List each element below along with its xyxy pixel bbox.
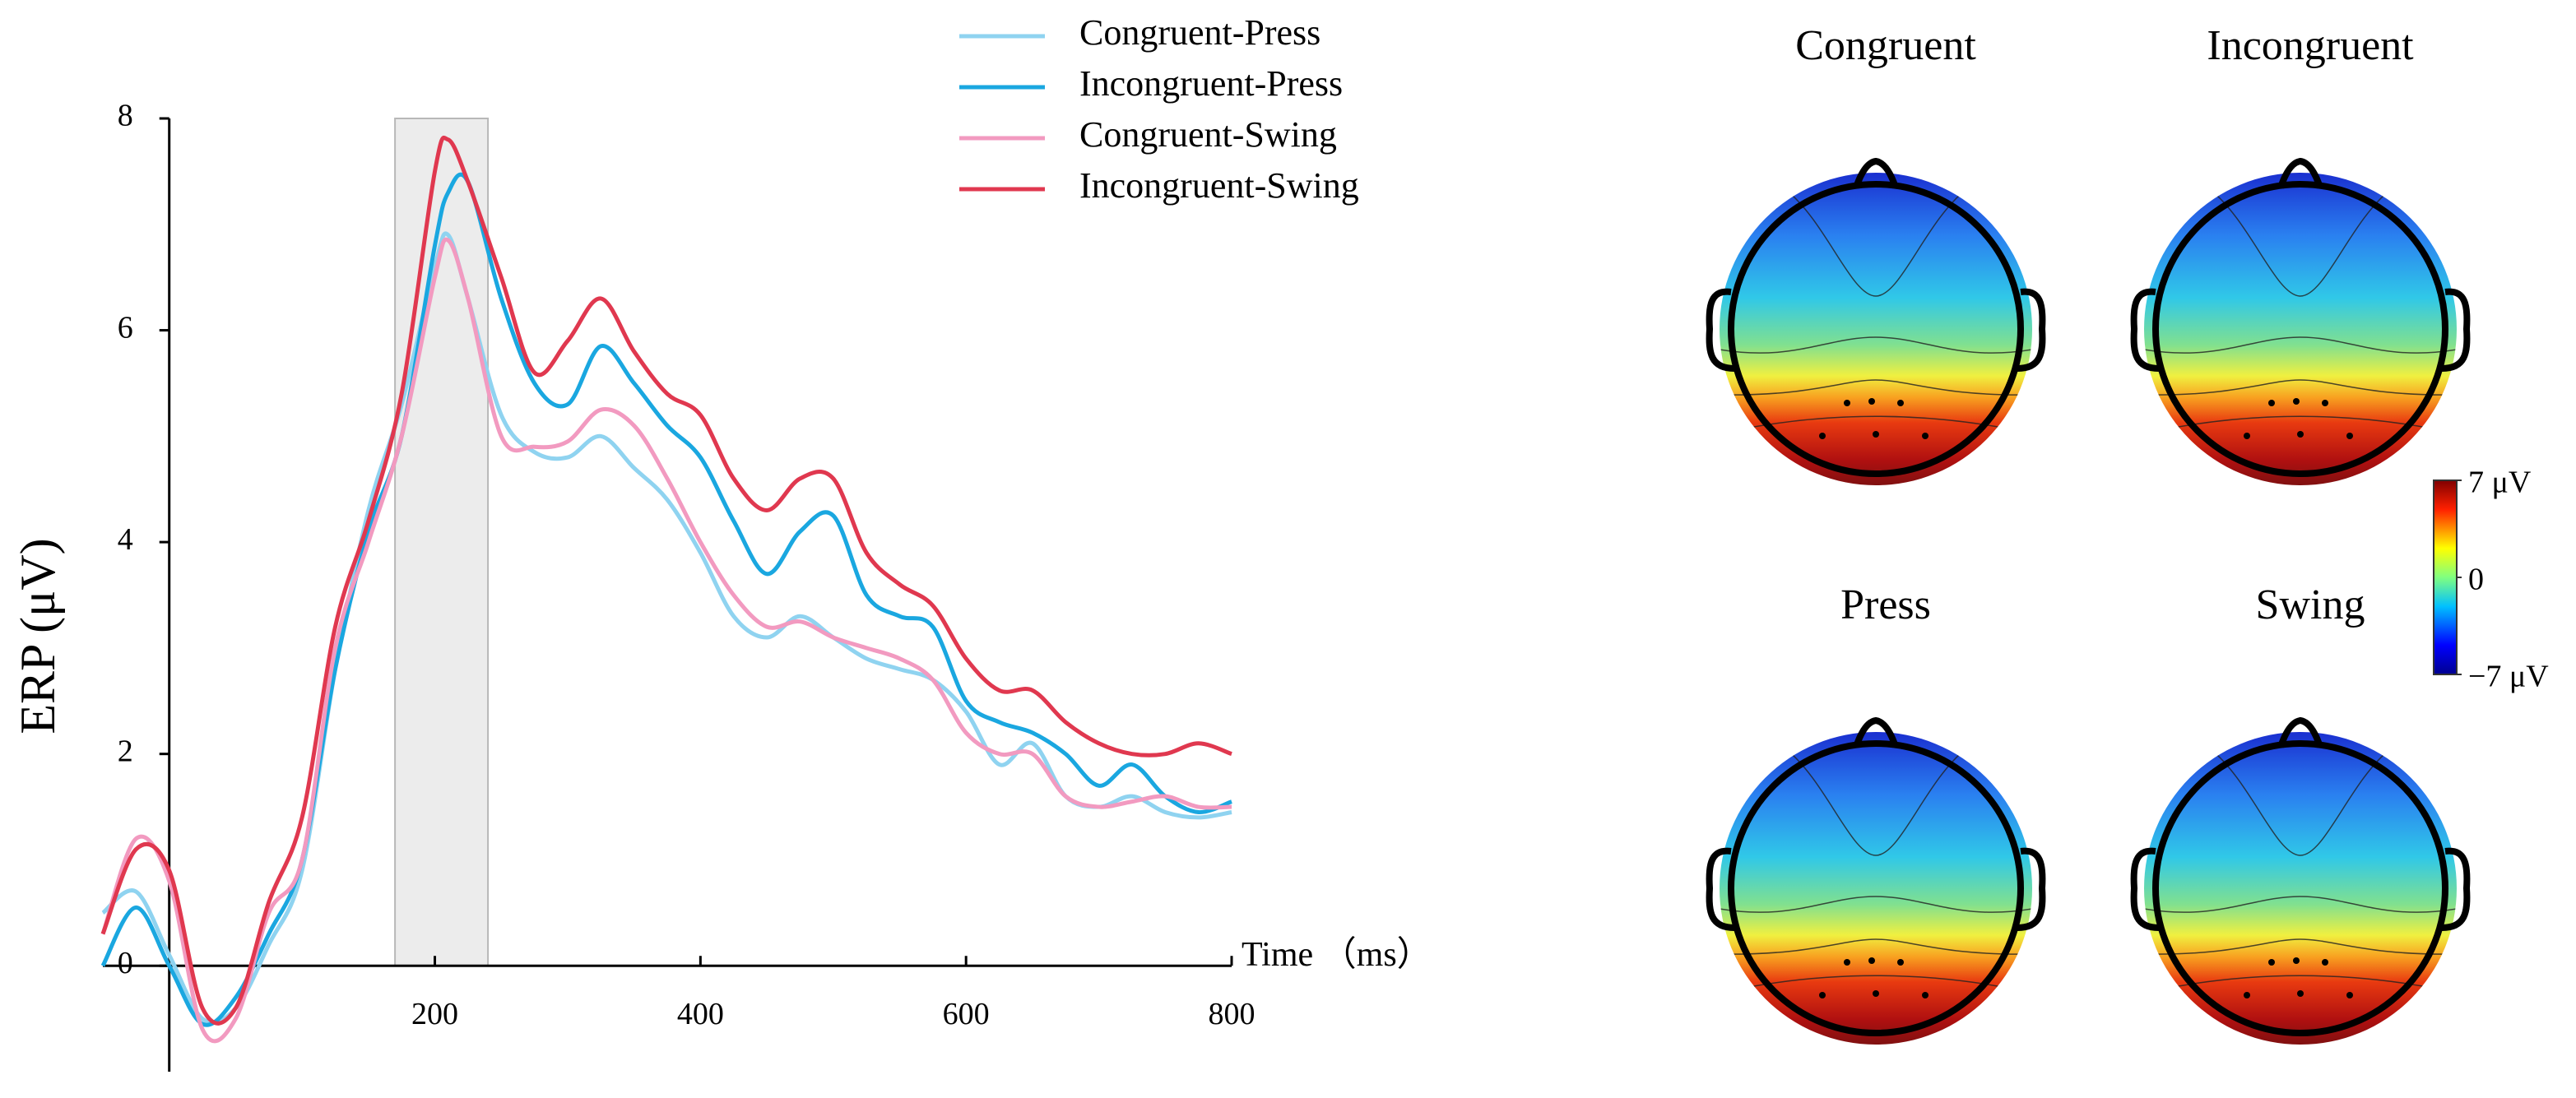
electrode [1897,400,1904,406]
contour-line [1720,379,2032,396]
legend-label: Incongruent-Press [1079,63,1343,104]
head-outline [2152,181,2448,477]
y-axis-label: ERP (μV) [11,538,65,734]
nose [2277,157,2323,189]
contour-line [1785,188,1967,297]
x-tick-label: 600 [943,997,990,1031]
ear-left [1706,288,1735,372]
topomap [1706,716,2046,1045]
topomap [2130,716,2471,1045]
electrode [1922,433,1929,439]
head-outline [1728,740,2024,1036]
x-tick-label: 800 [1209,997,1256,1031]
legend-label: Congruent-Press [1079,12,1320,53]
electrode [1868,957,1875,964]
ear-right [2017,288,2046,372]
nose [1853,716,1899,748]
electrode [1819,992,1826,998]
scalp-map [1720,732,2032,1045]
electrode [2268,400,2275,406]
x-tick-label: 200 [411,997,458,1031]
electrode [2268,959,2275,966]
electrode [2293,957,2300,964]
colorbar-label: 0 [2468,563,2484,597]
series-line [100,135,1232,1026]
y-tick-label: 8 [118,99,133,133]
x-axis-label: Time （ms） [1242,936,1432,974]
electrode [2293,398,2300,405]
head-outline [2152,740,2448,1036]
topomap-title: Press [1840,581,1931,628]
highlight-window [394,118,490,967]
colorbar [2433,480,2458,675]
electrode [2346,992,2353,998]
y-tick-label: 4 [118,522,133,557]
x-tick-label: 400 [677,997,724,1031]
contour-line [1720,336,2032,354]
nose [2277,716,2323,748]
contour-line [1720,896,2032,913]
contour-line [2144,896,2457,913]
ear-right [2017,847,2046,931]
legend-label: Incongruent-Swing [1079,165,1359,206]
topomap-title: Congruent [1795,22,1976,69]
electrode [1844,400,1850,406]
electrode [2297,431,2304,438]
series-line [100,237,1232,1044]
y-tick-label: 2 [118,734,133,768]
topomap [1706,157,2046,485]
topomap-title: Incongruent [2207,22,2414,69]
scalp-map [2144,732,2457,1045]
electrode [1868,398,1875,405]
electrode [2244,433,2250,439]
electrode [2297,990,2304,997]
scalp-map [1720,173,2032,485]
electrode [1873,431,1879,438]
y-tick-label: 6 [118,310,133,345]
contour-line [1785,748,1967,856]
electrode [1897,959,1904,966]
contour-line [2209,748,2392,856]
ear-right [2441,847,2471,931]
electrode [1844,959,1850,966]
electrode [2322,400,2328,406]
ear-left [2130,288,2160,372]
ear-left [2130,847,2160,931]
electrode [1819,433,1826,439]
ear-left [1706,847,1735,931]
head-outline [1728,181,2024,477]
contour-line [1720,938,2032,955]
electrode [2244,992,2250,998]
colorbar-label: −7 μV [2468,660,2549,694]
contour-line [2209,188,2392,297]
legend-label: Congruent-Swing [1079,114,1337,155]
topomap [2130,157,2471,485]
electrode [2322,959,2328,966]
ear-right [2441,288,2471,372]
contour-line [2144,336,2457,354]
topomap-title: Swing [2256,581,2365,628]
scalp-map [2144,173,2457,485]
y-tick-label: 0 [118,946,133,980]
colorbar-label: 7 μV [2468,466,2532,500]
electrode [1873,990,1879,997]
nose [1853,157,1899,189]
electrode [1922,992,1929,998]
electrode [2346,433,2353,439]
contour-line [2144,938,2457,955]
contour-line [2144,379,2457,396]
